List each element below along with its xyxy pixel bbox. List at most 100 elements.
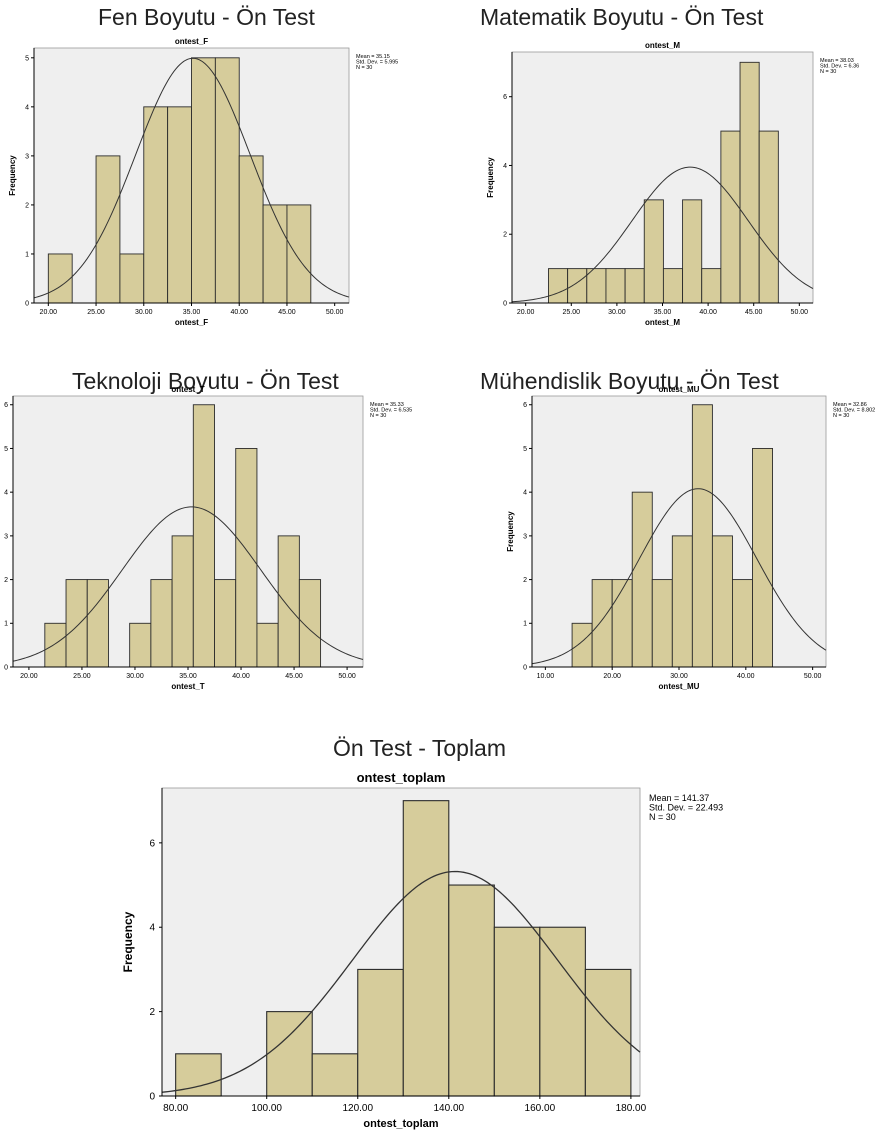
heading-toplam: Ön Test - Toplam bbox=[333, 735, 507, 761]
y-tick-label: 4 bbox=[149, 923, 155, 934]
stats-legend-line: Mean = 35.15 bbox=[356, 54, 390, 60]
stats-legend-line: Std. Dev. = 5.995 bbox=[356, 60, 398, 66]
x-tick-label: 40.00 bbox=[230, 309, 248, 316]
x-tick-label: 100.00 bbox=[251, 1103, 282, 1114]
y-tick-label: 0 bbox=[25, 300, 29, 307]
y-tick-label: 2 bbox=[4, 577, 8, 584]
histogram-bar bbox=[493, 926, 541, 1097]
histogram-bar bbox=[311, 1053, 359, 1097]
stats-legend-line: N = 30 bbox=[833, 413, 849, 419]
y-tick-label: 6 bbox=[503, 94, 507, 101]
x-tick-label: 30.00 bbox=[135, 309, 153, 316]
y-tick-label: 3 bbox=[523, 533, 527, 540]
chart-title: ontest_MU bbox=[659, 385, 700, 394]
normal-curve bbox=[161, 870, 641, 1093]
y-tick-label: 5 bbox=[4, 446, 8, 453]
x-tick-label: 50.00 bbox=[326, 309, 344, 316]
x-axis-label: ontest_toplam bbox=[363, 1118, 438, 1130]
chart-title: ontest_T bbox=[171, 385, 204, 394]
x-tick-label: 40.00 bbox=[737, 673, 755, 680]
x-tick-label: 10.00 bbox=[537, 673, 555, 680]
x-tick-label: 40.00 bbox=[232, 673, 250, 680]
x-tick-label: 80.00 bbox=[163, 1103, 188, 1114]
x-tick-label: 160.00 bbox=[525, 1103, 556, 1114]
histogram-bar bbox=[357, 968, 404, 1097]
y-axis-label: Frequency bbox=[8, 155, 17, 196]
y-tick-label: 0 bbox=[503, 300, 507, 307]
x-tick-label: 25.00 bbox=[563, 309, 581, 316]
chart-title: ontest_F bbox=[175, 37, 208, 46]
chart-title: ontest_toplam bbox=[357, 770, 446, 785]
x-axis-label: ontest_M bbox=[645, 318, 680, 327]
x-axis-label: ontest_MU bbox=[659, 682, 700, 691]
histogram-bar bbox=[266, 1011, 313, 1097]
x-tick-label: 20.00 bbox=[603, 673, 621, 680]
x-tick-label: 45.00 bbox=[285, 673, 303, 680]
heading-teknoloji: Teknoloji Boyutu - Ön Test bbox=[72, 368, 339, 394]
y-tick-label: 3 bbox=[25, 153, 29, 160]
x-tick-label: 35.00 bbox=[654, 309, 672, 316]
y-tick-label: 2 bbox=[503, 232, 507, 239]
chart-title: ontest_M bbox=[645, 41, 680, 50]
heading-fen: Fen Boyutu - Ön Test bbox=[98, 4, 315, 30]
x-tick-label: 180.00 bbox=[616, 1103, 647, 1114]
y-tick-label: 2 bbox=[25, 202, 29, 209]
histogram-bar bbox=[402, 800, 450, 1097]
x-tick-label: 35.00 bbox=[183, 309, 201, 316]
y-tick-label: 0 bbox=[523, 664, 527, 671]
stats-legend-line: Mean = 141.37 bbox=[649, 793, 709, 803]
y-tick-label: 4 bbox=[4, 490, 8, 497]
stats-legend-line: Std. Dev. = 8.802 bbox=[833, 408, 875, 414]
stats-legend-line: N = 30 bbox=[370, 413, 386, 419]
histogram-bar bbox=[448, 884, 495, 1097]
y-tick-label: 1 bbox=[4, 621, 8, 628]
x-axis-label: ontest_T bbox=[171, 682, 204, 691]
stats-legend-line: Mean = 38.03 bbox=[820, 58, 854, 64]
stats-legend-line: Std. Dev. = 22.493 bbox=[649, 803, 723, 813]
x-tick-label: 140.00 bbox=[434, 1103, 465, 1114]
y-tick-label: 6 bbox=[523, 402, 527, 409]
y-tick-label: 2 bbox=[523, 577, 527, 584]
normal-curve bbox=[33, 57, 350, 299]
x-tick-label: 120.00 bbox=[342, 1103, 373, 1114]
histogram-bar bbox=[584, 968, 632, 1097]
x-tick-label: 45.00 bbox=[745, 309, 763, 316]
x-tick-label: 25.00 bbox=[73, 673, 91, 680]
normal-curve bbox=[511, 166, 814, 303]
y-tick-label: 4 bbox=[523, 490, 527, 497]
y-tick-label: 4 bbox=[503, 163, 507, 170]
x-tick-label: 30.00 bbox=[670, 673, 688, 680]
x-tick-label: 35.00 bbox=[179, 673, 197, 680]
y-tick-label: 2 bbox=[149, 1007, 155, 1018]
y-tick-label: 1 bbox=[25, 251, 29, 258]
stats-legend-line: Std. Dev. = 6.36 bbox=[820, 64, 859, 70]
x-tick-label: 25.00 bbox=[87, 309, 105, 316]
y-tick-label: 5 bbox=[25, 55, 29, 62]
x-tick-label: 20.00 bbox=[40, 309, 58, 316]
stats-legend-line: N = 30 bbox=[649, 812, 676, 822]
x-tick-label: 50.00 bbox=[338, 673, 356, 680]
y-tick-label: 4 bbox=[25, 104, 29, 111]
stats-legend-line: N = 30 bbox=[356, 65, 372, 71]
stats-legend-line: Mean = 35.33 bbox=[370, 402, 404, 408]
y-tick-label: 6 bbox=[4, 402, 8, 409]
x-tick-label: 30.00 bbox=[126, 673, 144, 680]
x-tick-label: 50.00 bbox=[791, 309, 809, 316]
y-tick-label: 3 bbox=[4, 533, 8, 540]
x-tick-label: 40.00 bbox=[699, 309, 717, 316]
y-tick-label: 5 bbox=[523, 446, 527, 453]
stats-legend-line: Std. Dev. = 6.535 bbox=[370, 408, 412, 414]
y-axis-label: Frequency bbox=[121, 911, 135, 972]
stats-legend-line: N = 30 bbox=[820, 69, 836, 75]
y-axis-label: Frequency bbox=[506, 511, 515, 552]
x-tick-label: 50.00 bbox=[804, 673, 822, 680]
x-tick-label: 20.00 bbox=[20, 673, 38, 680]
y-tick-label: 6 bbox=[149, 838, 155, 849]
x-tick-label: 30.00 bbox=[608, 309, 626, 316]
y-axis-label: Frequency bbox=[486, 157, 495, 198]
x-axis-label: ontest_F bbox=[175, 318, 208, 327]
